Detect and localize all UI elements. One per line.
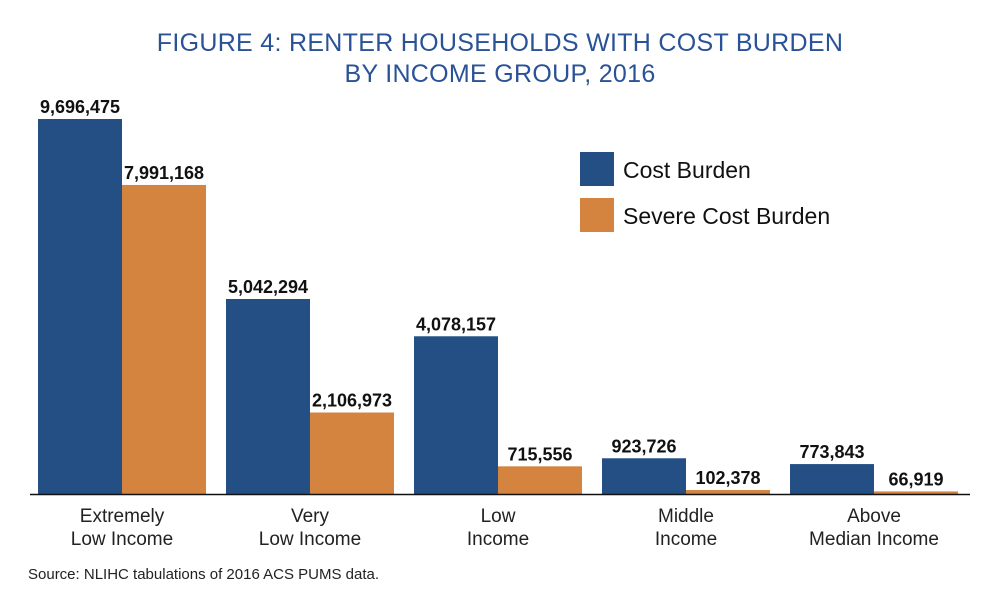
bar-cost-burden-0: [38, 119, 122, 494]
category-label: Low Income: [71, 529, 173, 550]
category-label: Low Income: [259, 529, 361, 550]
data-label: 5,042,294: [228, 277, 308, 297]
data-label: 715,556: [507, 444, 572, 464]
bar-cost-burden-1: [226, 298, 310, 494]
data-label: 66,919: [888, 469, 943, 489]
data-label: 4,078,157: [416, 314, 496, 334]
legend-label: Cost Burden: [623, 157, 751, 183]
bar-cost-burden-3: [602, 458, 686, 494]
bar-cost-burden-2: [414, 336, 498, 494]
category-label: Middle: [658, 506, 714, 527]
bar-severe-cost-burden-1: [310, 412, 394, 494]
legend-label: Severe Cost Burden: [623, 203, 830, 229]
data-label: 923,726: [611, 436, 676, 456]
bar-cost-burden-4: [790, 464, 874, 494]
bar-severe-cost-burden-2: [498, 466, 582, 494]
legend-swatch-cost-burden: [580, 152, 614, 186]
data-label: 773,843: [799, 442, 864, 462]
data-label: 2,106,973: [312, 391, 392, 411]
chart-title-line-2: BY INCOME GROUP, 2016: [344, 60, 656, 88]
source-note: Source: NLIHC tabulations of 2016 ACS PU…: [28, 566, 380, 583]
bar-severe-cost-burden-3: [686, 490, 770, 494]
category-label: Very: [291, 506, 330, 527]
category-label: Income: [655, 529, 717, 550]
category-label: Income: [467, 529, 529, 550]
legend-swatch-severe-cost-burden: [580, 198, 614, 232]
bar-severe-cost-burden-0: [122, 184, 206, 494]
chart-title-line-1: FIGURE 4: RENTER HOUSEHOLDS WITH COST BU…: [156, 29, 844, 57]
data-label: 7,991,168: [124, 163, 204, 183]
category-label: Above: [847, 506, 901, 527]
category-label: Median Income: [809, 529, 939, 550]
bar-severe-cost-burden-4: [874, 491, 958, 494]
category-label: Low: [481, 506, 516, 527]
category-label: Extremely: [80, 506, 165, 527]
data-label: 102,378: [695, 468, 760, 488]
chart-title: FIGURE 4: RENTER HOUSEHOLDS WITH COST BU…: [0, 28, 1000, 90]
data-label: 9,696,475: [40, 97, 120, 117]
